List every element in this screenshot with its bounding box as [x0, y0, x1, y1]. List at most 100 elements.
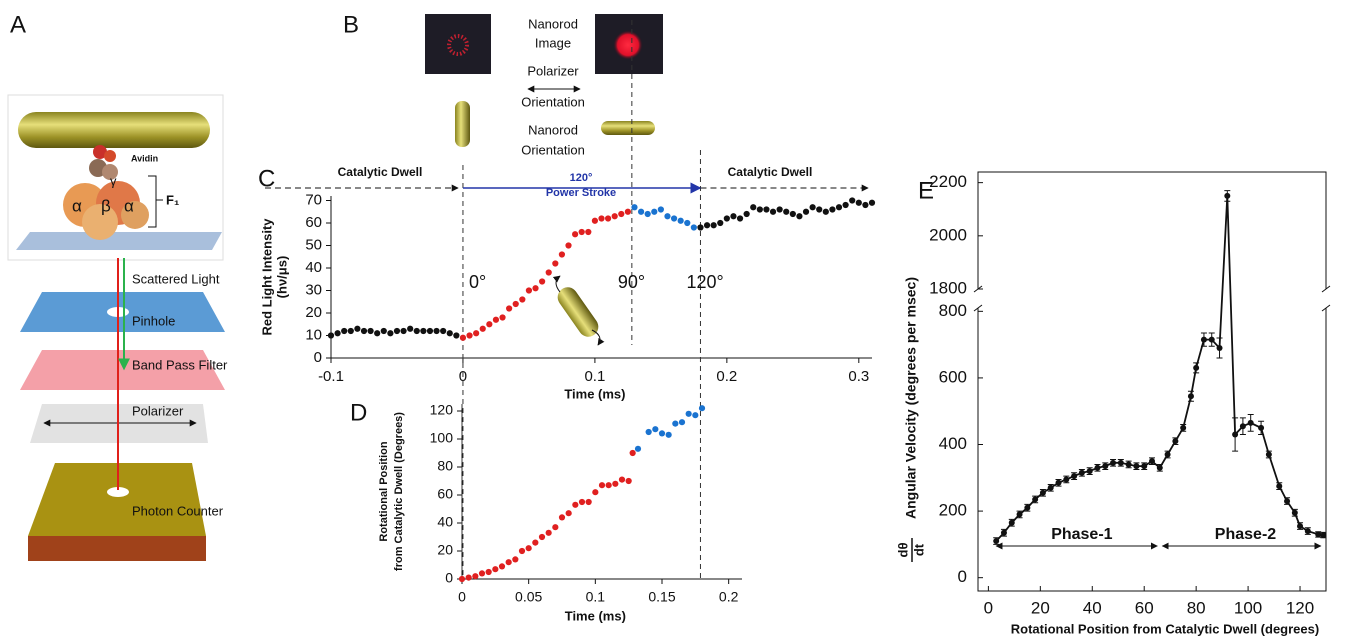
data-point [1187, 393, 1194, 400]
phase-label: Phase-2 [1215, 526, 1276, 543]
data-point [591, 217, 599, 224]
gamma-label: γ [110, 173, 117, 188]
data-point [1063, 476, 1070, 483]
data-point [802, 208, 810, 215]
data-point [658, 430, 666, 437]
data-point [1180, 424, 1187, 431]
data-point [750, 204, 757, 211]
b-label: Image [535, 35, 571, 50]
data-point [710, 222, 717, 229]
data-point [743, 210, 750, 218]
angle-label: 120° [686, 272, 723, 292]
x-tick-label: 40 [1083, 598, 1102, 617]
slide [16, 232, 222, 250]
data-point [665, 431, 672, 438]
data-point [558, 514, 566, 521]
phase-label: Phase-1 [1051, 526, 1112, 543]
data-point [1047, 484, 1054, 491]
x-tick-label: 120 [1286, 598, 1314, 617]
data-point [459, 334, 467, 341]
data-point [525, 545, 532, 552]
data-point [645, 428, 652, 436]
y-axis-label: Rotational Position [378, 441, 390, 542]
data-point [822, 208, 829, 215]
y-tick-label: 800 [939, 301, 967, 320]
data-point [862, 201, 869, 209]
data-point [466, 332, 473, 339]
data-point [440, 327, 447, 335]
subunit-label: α [72, 196, 82, 215]
data-point [1016, 511, 1023, 518]
data-point [717, 219, 724, 227]
y-axis-label: Angular Velocity (degrees per msec) [903, 277, 919, 519]
y-tick-label: 60 [437, 486, 453, 502]
angle-label: 0° [469, 272, 486, 292]
data-point [426, 327, 434, 335]
subunit-label: β [101, 196, 111, 215]
y-tick-label: 200 [939, 501, 967, 520]
data-point [545, 529, 552, 536]
y-tick-label: 20 [437, 542, 453, 558]
data-point [1078, 469, 1085, 476]
y-tick-label: 0 [445, 570, 453, 586]
y-tick-label: 120 [430, 402, 454, 418]
data-point [835, 204, 843, 211]
panel-a: A Avidin γ α β α F₁ Scattered Light Pinh… [7, 11, 228, 561]
nanorod-tilted [557, 287, 599, 337]
data-point [400, 327, 407, 335]
data-point [360, 327, 368, 335]
data-point [612, 480, 619, 487]
data-point [809, 204, 816, 211]
data-point [458, 575, 466, 583]
y-tick-label: 70 [305, 191, 322, 208]
data-point [565, 510, 572, 517]
data-point [341, 327, 348, 335]
data-point [532, 539, 539, 546]
data-point [1265, 451, 1272, 458]
data-point [592, 489, 599, 496]
data-point [697, 224, 704, 231]
data-point [506, 305, 513, 312]
data-point [1086, 468, 1093, 475]
data-point [1164, 451, 1171, 458]
b-label: Polarizer [527, 63, 579, 78]
data-point [796, 213, 803, 220]
layer-label: Photon Counter [132, 503, 224, 518]
power-stroke-label: 120° [570, 172, 593, 184]
data-point [1141, 463, 1148, 470]
data-point [327, 332, 335, 339]
y-tick-label: 10 [305, 326, 322, 343]
f1-label: F₁ [166, 192, 179, 207]
b-label: Orientation [521, 94, 585, 109]
y-axis-label: Red Light Intensity [259, 218, 274, 336]
data-point [618, 210, 625, 218]
data-point [637, 208, 645, 215]
data-point [644, 210, 651, 218]
y-tick-label: 20 [305, 304, 322, 321]
data-point [598, 482, 606, 489]
angle-label: 90° [618, 272, 645, 292]
axis-break [1321, 285, 1331, 293]
data-point [565, 242, 572, 249]
x-tick-label: 0.05 [515, 589, 542, 605]
data-point [685, 410, 692, 417]
data-point [472, 573, 479, 580]
data-point [736, 215, 744, 222]
data-point [842, 201, 849, 209]
y-tick-label: 2000 [929, 225, 967, 244]
layer-label: Pinhole [132, 313, 175, 328]
data-point [629, 449, 636, 457]
y-tick-label: 100 [430, 430, 454, 446]
data-point [763, 206, 770, 213]
data-point [605, 482, 612, 489]
data-point [519, 296, 526, 303]
data-point [578, 498, 586, 506]
data-point [1039, 489, 1046, 496]
data-point [1000, 529, 1007, 536]
data-point [499, 314, 506, 321]
data-point [512, 556, 519, 563]
data-point [1200, 336, 1207, 343]
data-point [453, 332, 460, 339]
y-axis-label: (hν/μs) [274, 256, 289, 299]
